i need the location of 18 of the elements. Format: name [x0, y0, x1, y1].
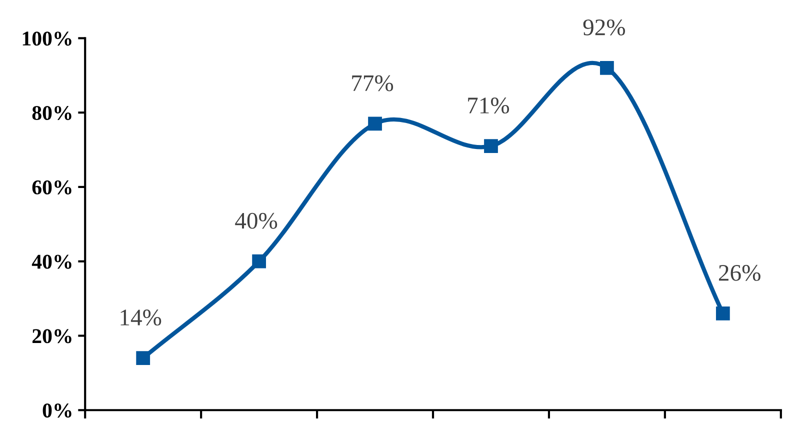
y-tick-label: 60%: [32, 180, 72, 194]
y-tick-label: 0%: [42, 404, 72, 418]
y-tick-label: 20%: [32, 329, 72, 344]
y-tick-label: 100%: [22, 32, 72, 46]
y-tick-label: 40%: [32, 254, 72, 269]
point: [136, 351, 150, 366]
point: [716, 306, 730, 320]
point: [484, 139, 498, 153]
point: [252, 254, 266, 268]
text: 92%: [583, 19, 626, 36]
text: 71%: [468, 98, 510, 114]
text: 77%: [352, 75, 394, 92]
point: [368, 116, 382, 131]
text: 14%: [120, 310, 162, 326]
text: 26%: [718, 264, 760, 281]
point: [600, 61, 614, 75]
y-tick-label: 80%: [32, 106, 72, 120]
text: 40%: [235, 212, 278, 229]
